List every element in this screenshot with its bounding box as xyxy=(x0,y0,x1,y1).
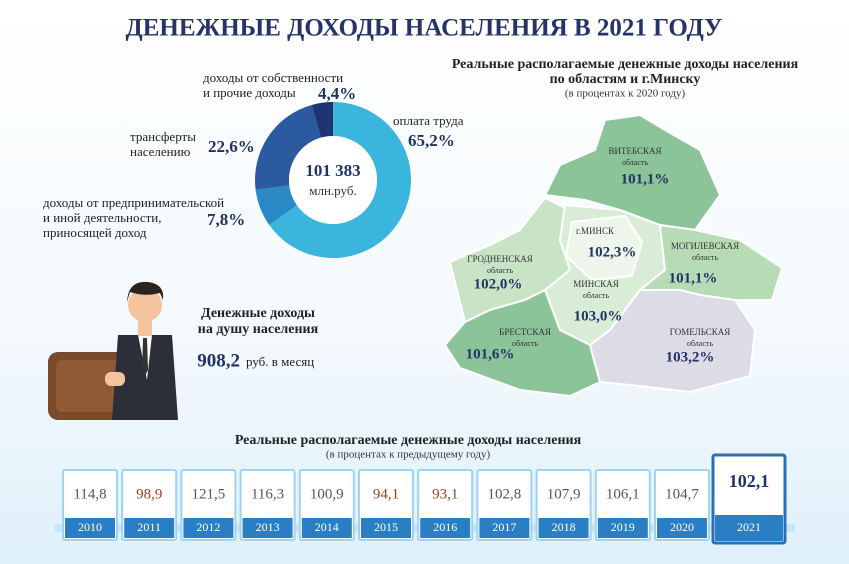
region-name: ГОМЕЛЬСКАЯ xyxy=(670,327,730,337)
year-label: 2011 xyxy=(137,520,161,534)
year-value: 98,9 xyxy=(136,486,162,502)
region-kind: область xyxy=(692,253,718,262)
year-strip xyxy=(361,518,411,538)
pie-slice xyxy=(269,102,411,258)
region-value: 101,1% xyxy=(669,270,718,286)
region-gomel xyxy=(588,289,757,394)
year-value: 104,7 xyxy=(665,486,699,502)
region-value: 101,1% xyxy=(621,171,670,187)
region-brest xyxy=(443,288,602,398)
slice-label: доходы от предпринимательской и иной дея… xyxy=(43,195,225,240)
region-kind: область xyxy=(687,339,713,348)
region-kind: область xyxy=(487,266,513,275)
year-label: 2018 xyxy=(552,520,576,534)
year-strip xyxy=(124,518,175,538)
region-name: ГРОДНЕНСКАЯ xyxy=(467,254,533,264)
per-capita-title: на душу населения xyxy=(198,322,319,337)
region-name: г.МИНСК xyxy=(576,226,615,236)
timeline-subtitle: (в процентах к предыдущему году) xyxy=(326,449,491,461)
year-label: 2010 xyxy=(78,520,102,534)
year-strip xyxy=(420,518,471,538)
slice-label: оплата труда xyxy=(393,113,464,128)
donut-hole xyxy=(289,136,377,224)
slice-label: доходы от собственности и прочие доходы xyxy=(203,70,344,100)
year-label: 2016 xyxy=(433,520,457,534)
year-value: 94,1 xyxy=(373,486,399,502)
year-value: 102,8 xyxy=(488,486,522,502)
pie-slice xyxy=(311,102,333,138)
map xyxy=(443,113,784,398)
year-strip xyxy=(715,515,783,541)
per-capita-title: Денежные доходы xyxy=(201,306,315,321)
per-capita-unit: руб. в месяц xyxy=(246,354,314,369)
map-subtitle: (в процентах к 2020 году) xyxy=(565,88,686,100)
pie-slice xyxy=(255,104,321,190)
region-value: 102,0% xyxy=(474,276,523,292)
year-label: 2012 xyxy=(196,520,220,534)
year-strip xyxy=(538,518,589,538)
year-value: 121,5 xyxy=(192,486,226,502)
region-minsk-city xyxy=(564,214,644,282)
year-strip xyxy=(479,518,530,538)
year-value: 106,1 xyxy=(606,486,640,502)
timeline-title: Реальные располагаемые денежные доходы н… xyxy=(235,433,582,448)
region-name: МИНСКАЯ xyxy=(573,279,619,289)
year-value: 100,9 xyxy=(310,486,344,502)
year-strip xyxy=(597,518,648,538)
region-value: 101,6% xyxy=(466,346,515,362)
year-value: 114,8 xyxy=(73,486,106,502)
year-strip xyxy=(301,518,352,538)
pie-slice xyxy=(255,185,298,226)
year-value: 116,3 xyxy=(251,486,284,502)
region-name: ВИТЕБСКАЯ xyxy=(608,146,661,156)
slice-label: трансферты населению xyxy=(130,129,196,159)
year-label: 2017 xyxy=(492,520,516,534)
region-kind: область xyxy=(512,339,538,348)
year-label: 2021 xyxy=(737,520,761,534)
region-kind: область xyxy=(622,158,648,167)
slice-value: 4,4% xyxy=(318,84,357,103)
region-value: 102,3% xyxy=(588,244,637,260)
year-value: 102,1 xyxy=(729,471,770,491)
year-label: 2019 xyxy=(611,520,635,534)
page-title: ДЕНЕЖНЫЕ ДОХОДЫ НАСЕЛЕНИЯ В 2021 ГОДУ xyxy=(126,15,723,42)
region-name: БРЕСТСКАЯ xyxy=(499,327,551,337)
region-value: 103,2% xyxy=(666,349,715,365)
region-kind: область xyxy=(583,291,609,300)
slice-value: 7,8% xyxy=(207,210,246,229)
slice-value: 22,6% xyxy=(208,137,255,156)
per-capita-value: 908,2 xyxy=(197,350,240,371)
center-value: 101 383 xyxy=(305,161,360,180)
illustration xyxy=(48,281,178,420)
year-strip xyxy=(183,518,234,538)
year-strip xyxy=(65,518,115,538)
year-label: 2013 xyxy=(256,520,280,534)
year-label: 2015 xyxy=(374,520,398,534)
region-name: МОГИЛЕВСКАЯ xyxy=(671,241,739,251)
year-strip xyxy=(657,518,707,538)
slice-value: 65,2% xyxy=(408,131,455,150)
year-label: 2014 xyxy=(315,520,339,534)
map-title: по областям и г.Минску xyxy=(550,72,701,87)
year-value: 107,9 xyxy=(547,486,581,502)
map-title: Реальные располагаемые денежные доходы н… xyxy=(452,57,799,72)
region-value: 103,0% xyxy=(574,308,623,324)
year-value: 93,1 xyxy=(432,486,458,502)
year-label: 2020 xyxy=(670,520,694,534)
center-unit: млн.руб. xyxy=(309,183,356,198)
year-strip xyxy=(242,518,293,538)
